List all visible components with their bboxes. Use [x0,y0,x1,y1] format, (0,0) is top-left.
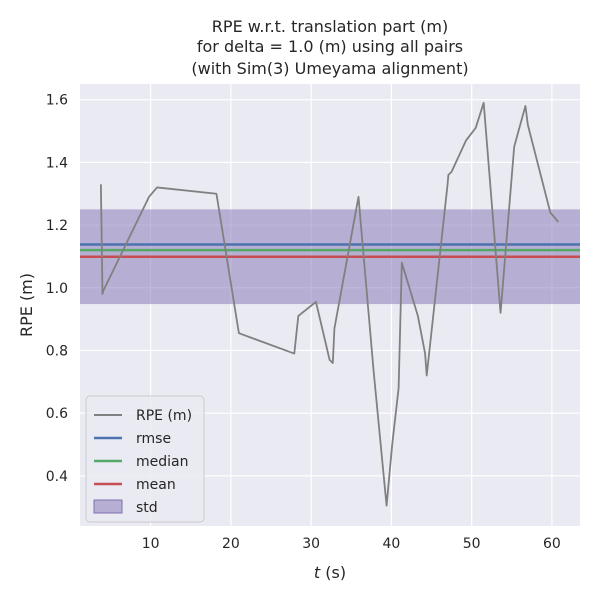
x-tick-labels: 10 20 30 40 50 60 [142,536,561,552]
y-axis-label: RPE (m) [17,273,36,337]
y-tick-label: 0.8 [46,343,68,359]
y-tick-label: 1.0 [46,281,68,297]
chart-title-line-2: for delta = 1.0 (m) using all pairs [197,37,463,56]
legend-label-median: median [136,454,188,470]
legend-label-std: std [136,500,158,516]
legend: RPE (m) rmse median mean std [85,395,205,523]
x-tick-label: 50 [463,536,481,552]
legend-box [85,395,205,523]
x-tick-label: 30 [302,536,320,552]
x-tick-label: 10 [142,536,160,552]
y-tick-label: 1.6 [46,93,68,109]
legend-label-mean: mean [136,477,176,493]
y-tick-label: 0.6 [46,406,68,422]
chart-title-line-1: RPE w.r.t. translation part (m) [212,17,448,36]
x-tick-label: 60 [543,536,561,552]
x-tick-label: 20 [222,536,240,552]
y-tick-labels: 0.4 0.6 0.8 1.0 1.2 1.4 1.6 [46,93,68,485]
rpe-series-line [99,101,560,507]
x-axis-label: t (s) [314,563,346,582]
x-axis-label-unit: (s) [320,563,346,582]
legend-swatch-std [93,499,123,514]
x-axis-label-var: t [314,563,321,582]
legend-label-rmse: rmse [136,431,171,447]
y-tick-label: 1.2 [46,218,68,234]
x-tick-label: 40 [382,536,400,552]
legend-label-rpe: RPE (m) [136,408,192,424]
y-tick-label: 1.4 [46,155,68,171]
y-tick-label: 0.4 [46,469,68,485]
chart-title-line-3: (with Sim(3) Umeyama alignment) [191,59,468,78]
